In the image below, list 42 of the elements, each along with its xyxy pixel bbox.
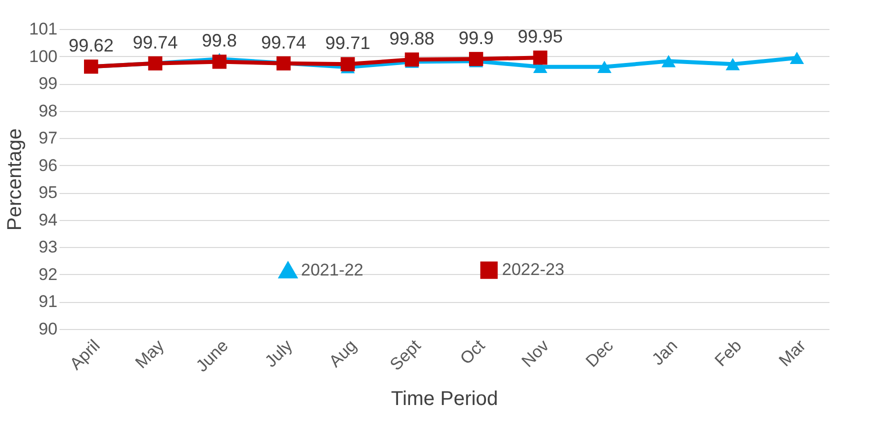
x-tick-label: Nov xyxy=(518,336,554,371)
y-tick-label: 91 xyxy=(38,292,58,312)
y-axis-title: Percentage xyxy=(4,128,26,231)
x-tick-label: Oct xyxy=(456,336,489,368)
y-tick-label: 93 xyxy=(38,238,58,257)
point xyxy=(726,58,740,70)
point xyxy=(340,57,355,72)
x-axis-title: Time Period xyxy=(390,388,498,410)
point xyxy=(790,52,804,64)
legend-label: 2022-23 xyxy=(502,260,564,280)
point xyxy=(597,60,612,74)
y-tick-label: 94 xyxy=(38,210,58,230)
point xyxy=(469,52,484,66)
y-tick-label: 97 xyxy=(38,128,58,148)
x-tick-label: Mar xyxy=(775,336,810,370)
data-label: 99.8 xyxy=(202,30,237,51)
x-tick-label: Dec xyxy=(582,336,618,371)
data-label: 99.74 xyxy=(132,32,178,52)
y-tick-label: 98 xyxy=(38,101,58,120)
y-tick-label: 99 xyxy=(38,74,58,94)
x-tick-label: Jan xyxy=(648,336,682,369)
x-tick-label: May xyxy=(132,336,168,372)
y-tick-label: 96 xyxy=(38,156,58,175)
data-label: 99.62 xyxy=(68,36,114,56)
legend-label: 2021-22 xyxy=(301,260,364,280)
point xyxy=(662,55,676,68)
data-label: 99.74 xyxy=(261,32,306,52)
y-tick-label: 92 xyxy=(38,264,58,284)
data-label: 99.88 xyxy=(389,28,434,49)
x-tick-label: July xyxy=(261,336,296,371)
x-tick-label: Feb xyxy=(711,336,746,370)
x-tick-label: Aug xyxy=(325,336,360,371)
point xyxy=(212,54,226,69)
y-tick-label: 95 xyxy=(38,183,58,202)
data-label: 99.71 xyxy=(325,33,370,54)
data-label: 99.95 xyxy=(518,26,563,47)
point xyxy=(404,52,419,67)
y-tick-label: 101 xyxy=(29,20,58,38)
point xyxy=(533,50,548,65)
y-tick-label: 90 xyxy=(38,320,58,338)
data-label: 99.9 xyxy=(458,28,494,48)
y-tick-label: 100 xyxy=(29,46,58,66)
